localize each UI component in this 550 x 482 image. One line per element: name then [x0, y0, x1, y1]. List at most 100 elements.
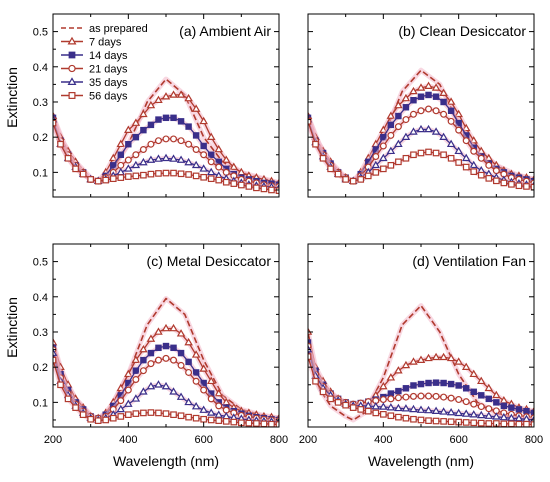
series-4-point [401, 132, 411, 140]
series-5-point [440, 151, 447, 159]
series-1-point [409, 86, 418, 95]
series-4-point [176, 155, 186, 163]
y-tick-label: 0.2 [33, 132, 48, 144]
legend-label: as prepared [89, 23, 148, 35]
series-4-point [308, 344, 313, 353]
series-1-point [206, 376, 216, 385]
series-5-point [64, 154, 72, 162]
series-2-point [402, 104, 410, 111]
series-4-point [199, 405, 208, 413]
series-3-point [409, 392, 417, 400]
series-5-point [147, 409, 155, 416]
series-1-point [424, 353, 433, 362]
series-1-point [446, 353, 456, 362]
panel-title: (c) Metal Desiccator [147, 253, 272, 269]
series-2-point [493, 399, 500, 406]
series-5-point [319, 154, 327, 162]
series-5-point [425, 417, 432, 424]
series-1-point [199, 116, 208, 125]
x-tick-label: 400 [374, 434, 392, 446]
series-3-point [215, 402, 223, 410]
series-group [53, 296, 279, 427]
y-tick-label: 0.3 [33, 327, 48, 339]
series-5-point [140, 171, 147, 179]
series-5-point [380, 411, 387, 418]
series-1-point [154, 327, 163, 335]
series-5-point [177, 412, 185, 420]
series-3-point [432, 107, 440, 115]
legend-marker [67, 77, 77, 85]
y-tick-label: 0.2 [33, 362, 48, 374]
series-4-point [394, 139, 403, 148]
series-3-point [379, 396, 387, 404]
series-5-point [125, 411, 132, 419]
series-1-point [146, 100, 156, 109]
series-2-point [410, 97, 417, 104]
series-2-point [425, 379, 432, 387]
series-1-point [131, 118, 141, 126]
series-3-point [207, 395, 215, 403]
series-4-point [139, 387, 148, 395]
series-5-point [455, 159, 462, 166]
series-5-point [432, 417, 440, 425]
series-4-point [461, 409, 471, 417]
series-1-point [161, 92, 171, 100]
series-4-point [424, 124, 433, 133]
series-5-point [493, 177, 500, 185]
series-5-point [53, 356, 57, 364]
series-5-point [447, 154, 455, 162]
series-4-point [161, 381, 171, 390]
series-3-point [162, 354, 170, 362]
series-1-point [116, 139, 126, 148]
panel-1: 0.1 0.2 0.3 0.4 0.5 (a) Ambient Air Extinction… [4, 13, 280, 198]
series-4-point [53, 348, 58, 356]
series-3-point [447, 117, 455, 125]
series-2-point [177, 118, 185, 125]
series-4-point [484, 411, 494, 419]
series-2-point [410, 382, 417, 389]
series-3-point [417, 107, 425, 115]
series-2-point [185, 358, 192, 366]
series-5-point [500, 420, 508, 427]
series-3-point [124, 386, 132, 394]
series-5-point [395, 158, 402, 166]
series-3-point [394, 394, 402, 402]
series-4-point [184, 397, 193, 406]
series-3-point [379, 142, 387, 150]
x-axis-label: Wavelength (nm) [113, 453, 219, 469]
series-3-point [192, 146, 200, 153]
panel-title: (d) Ventilation Fan [412, 253, 526, 269]
series-3-point [387, 395, 395, 403]
series-2-point [170, 114, 177, 122]
series-4-point [124, 399, 133, 407]
legend-label: 35 days [89, 77, 128, 89]
series-4-point [371, 401, 381, 410]
series-5-point [500, 179, 508, 187]
series-5-point [308, 118, 312, 125]
series-3-point [200, 151, 208, 159]
legend-marker [68, 92, 76, 99]
series-2-point [425, 91, 432, 99]
series-5-point [308, 353, 312, 360]
series-5-point [364, 172, 372, 180]
series-4-point [514, 413, 524, 422]
series-5-point [402, 414, 410, 422]
series-3-point [170, 135, 178, 143]
series-4-point [206, 167, 216, 176]
series-3-point [440, 110, 448, 118]
series-4-point [416, 124, 426, 133]
series-2-point [147, 121, 155, 129]
series-5-point [342, 176, 349, 183]
series-5-point [395, 413, 402, 421]
series-1-point [146, 334, 156, 342]
series-2-point [177, 349, 185, 357]
panel-4: 200 400 600 800 (d) Ventilation Fan Wavelengt… [299, 243, 543, 469]
series-5-point [132, 410, 140, 417]
series-4-point [206, 408, 216, 416]
series-5-point [79, 411, 87, 419]
series-5-point [87, 176, 94, 183]
series-1-point [446, 97, 456, 105]
series-5-point [470, 168, 478, 175]
series-1-point [308, 327, 313, 335]
series-3-point [455, 396, 463, 404]
